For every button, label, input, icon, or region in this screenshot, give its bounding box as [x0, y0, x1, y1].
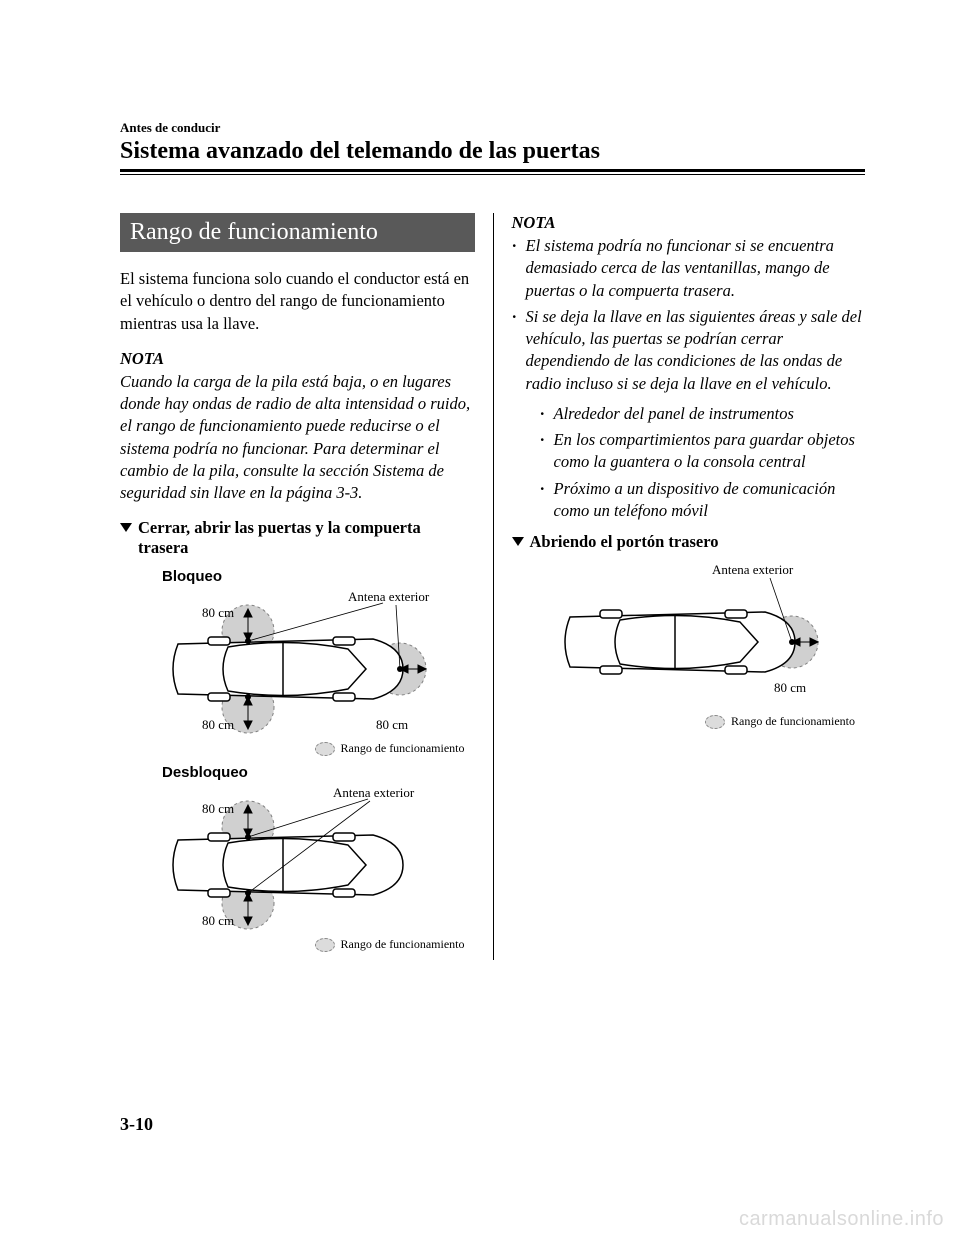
- nota1-text: Cuando la carga de la pila está baja, o …: [120, 371, 475, 505]
- nota2-item-1: Si se deja la llave en las siguientes ár…: [512, 306, 866, 522]
- unlock-range-bottom: 80 cm: [202, 913, 234, 928]
- lock-legend: Rango de funcionamiento: [120, 741, 475, 756]
- nota2-sub-1: En los compartimientos para guardar obje…: [540, 429, 866, 474]
- lock-range-top: 80 cm: [202, 605, 234, 620]
- legend-swatch-icon: [315, 742, 335, 756]
- diagram-unlock-caption: Desbloqueo: [162, 764, 475, 781]
- diagram-lock-svg: 80 cm 80 cm 80 cm Antena exterior: [138, 589, 458, 739]
- diagram-rear-svg: Antena exterior 80 cm: [530, 562, 850, 712]
- column-right: NOTA El sistema podría no funcionar si s…: [493, 213, 866, 960]
- diagram-unlock: Desbloqueo: [120, 764, 475, 952]
- heading-box: Rango de funcionamiento: [120, 213, 475, 252]
- watermark: carmanualsonline.info: [739, 1208, 944, 1231]
- unlock-range-top: 80 cm: [202, 801, 234, 816]
- triangle-icon: [120, 523, 132, 532]
- legend-swatch-icon: [315, 938, 335, 952]
- subheading-doors-text: Cerrar, abrir las puertas y la compuerta…: [138, 518, 475, 558]
- two-column-layout: Rango de funcionamiento El sistema funci…: [120, 213, 865, 960]
- rear-range: 80 cm: [774, 680, 806, 695]
- nota2-sub-0: Alrededor del panel de instrumentos: [540, 403, 866, 425]
- page-header: Antes de conducir Sistema avanzado del t…: [120, 120, 865, 175]
- nota2-item-0: El sistema podría no funcionar si se enc…: [512, 235, 866, 302]
- nota2-label: NOTA: [512, 213, 866, 233]
- section-title: Sistema avanzado del telemando de las pu…: [120, 138, 865, 165]
- page-number: 3-10: [120, 1114, 153, 1135]
- chapter-label: Antes de conducir: [120, 120, 865, 136]
- lock-range-bottom: 80 cm: [202, 717, 234, 732]
- lock-antenna-label: Antena exterior: [348, 589, 430, 604]
- nota1-label: NOTA: [120, 349, 475, 369]
- unlock-legend-text: Rango de funcionamiento: [341, 937, 465, 952]
- manual-page: Antes de conducir Sistema avanzado del t…: [0, 0, 960, 1000]
- subheading-rear: Abriendo el portón trasero: [512, 532, 866, 552]
- rule-thick: [120, 169, 865, 172]
- nota2-sub-2: Próximo a un dispositivo de comunicación…: [540, 478, 866, 523]
- nota2-item-1-text: Si se deja la llave en las siguientes ár…: [526, 307, 862, 393]
- subheading-rear-text: Abriendo el portón trasero: [530, 532, 719, 552]
- unlock-legend: Rango de funcionamiento: [120, 937, 475, 952]
- lock-range-rear: 80 cm: [376, 717, 408, 732]
- diagram-lock-caption: Bloqueo: [162, 568, 475, 585]
- diagram-rear: Antena exterior 80 cm Rango de funcionam…: [512, 562, 866, 729]
- lock-legend-text: Rango de funcionamiento: [341, 741, 465, 756]
- diagram-unlock-svg: 80 cm 80 cm Antena exterior: [138, 785, 458, 935]
- column-left: Rango de funcionamiento El sistema funci…: [120, 213, 493, 960]
- nota2-list: El sistema podría no funcionar si se enc…: [512, 235, 866, 522]
- triangle-icon: [512, 537, 524, 546]
- unlock-antenna-label: Antena exterior: [333, 785, 415, 800]
- nota2-sublist: Alrededor del panel de instrumentos En l…: [526, 403, 866, 522]
- rear-antenna-label: Antena exterior: [712, 562, 794, 577]
- rule-thin: [120, 174, 865, 175]
- legend-swatch-icon: [705, 715, 725, 729]
- intro-paragraph: El sistema funciona solo cuando el condu…: [120, 268, 475, 335]
- rear-legend: Rango de funcionamiento: [512, 714, 866, 729]
- subheading-doors: Cerrar, abrir las puertas y la compuerta…: [120, 518, 475, 558]
- diagram-lock: Bloqueo: [120, 568, 475, 756]
- rear-legend-text: Rango de funcionamiento: [731, 714, 855, 729]
